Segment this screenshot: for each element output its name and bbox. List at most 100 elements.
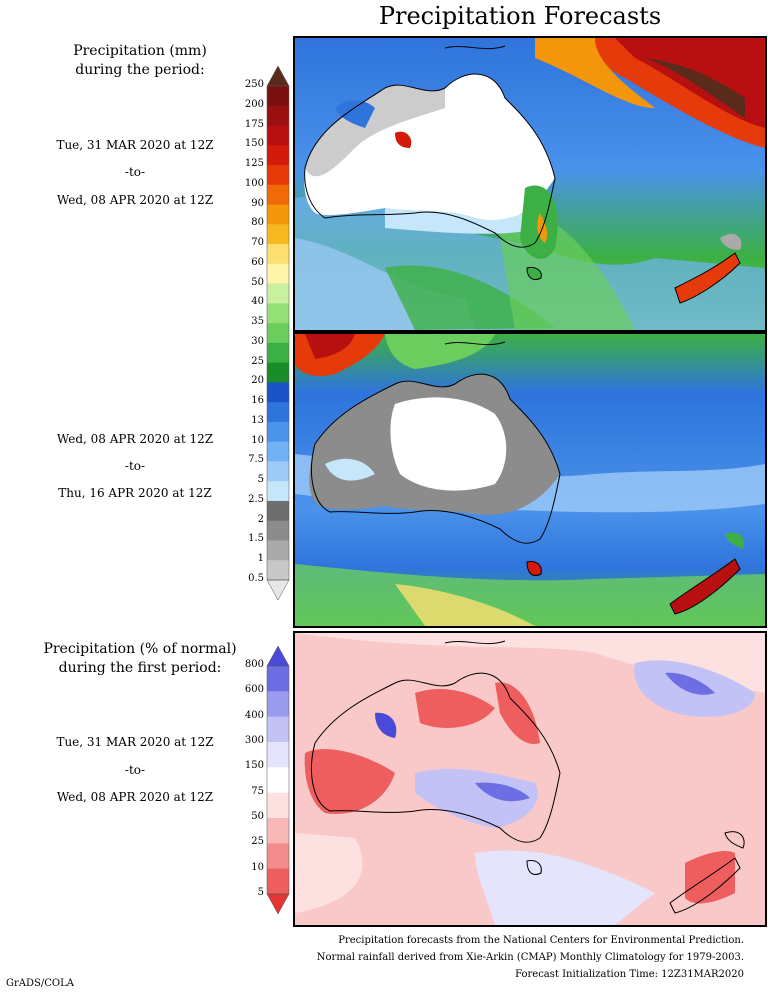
period3-to: -to- [124, 763, 146, 777]
colorbar-segment [267, 165, 289, 186]
colorbar-tick-label: 600 [244, 684, 264, 696]
colorbar-segment [267, 362, 289, 383]
colorbar-segment [267, 323, 289, 344]
footer-line-normals: Normal rainfall derived from Xie-Arkin (… [316, 952, 744, 963]
colorbar-segment [267, 263, 289, 285]
colorbar-tick-label: 400 [244, 709, 264, 721]
precip-map-week2 [295, 334, 765, 626]
colorbar-segment [267, 145, 289, 166]
colorbar-segment [267, 402, 289, 423]
period1-end: Wed, 08 APR 2020 at 12Z [56, 193, 214, 207]
colorbar-tick-label: 50 [251, 811, 264, 822]
period1-to: -to- [124, 165, 146, 179]
colorbar-segment [267, 421, 289, 443]
colorbar-segment [267, 125, 289, 146]
colorbar-tick-label: 60 [251, 256, 264, 268]
colorbar-segment [267, 283, 289, 304]
footer-notes: Precipitation forecasts from the Nationa… [317, 932, 744, 983]
colorbar-svg [266, 65, 290, 601]
colorbar-tick-label: 5 [257, 887, 264, 898]
footer-line-source: Precipitation forecasts from the Nationa… [338, 935, 744, 946]
footer-line-init-time: Forecast Initialization Time: 12Z31MAR20… [515, 969, 744, 980]
colorbar-tick-label: 2.5 [248, 493, 264, 505]
colorbar-segment [267, 691, 289, 718]
colorbar-tick-label: 20 [251, 375, 264, 387]
colorbar-segment [267, 868, 289, 895]
colorbar-segment [267, 105, 289, 127]
precip-legend-title: Precipitation (mm) during the period: [0, 42, 280, 80]
colorbar-tick-label: 80 [251, 217, 264, 229]
colorbar-tick-label: 10 [251, 861, 264, 873]
colorbar-segment [267, 500, 289, 522]
period1-start: Tue, 31 MAR 2020 at 12Z [56, 138, 214, 152]
pct-legend-title: Precipitation (% of normal) during the f… [0, 640, 280, 678]
colorbar-segment [267, 742, 289, 768]
map-panel-pct-normal [293, 631, 767, 927]
colorbar-tick-label: 0.5 [248, 573, 264, 584]
colorbar-segment [267, 382, 289, 403]
colorbar-segment [267, 560, 289, 581]
colorbar-tick-label: 100 [244, 177, 264, 189]
colorbar-tick-label: 16 [251, 395, 264, 407]
colorbar-segment [267, 342, 289, 364]
pct-normal-colorbar-labels: 800 600 400 300 150 75 50 25 10 5 [220, 0, 264, 994]
colorbar-arrow-bottom [266, 579, 290, 601]
colorbar-segment [267, 540, 289, 561]
colorbar-tick-label: 250 [244, 79, 264, 90]
colorbar-segment [267, 792, 289, 819]
colorbar-tick-label: 150 [244, 760, 264, 772]
colorbar-tick-label: 40 [251, 296, 264, 308]
colorbar-segment [267, 481, 289, 502]
colorbar-tick-label: 90 [251, 197, 264, 209]
colorbar-segment [267, 303, 289, 324]
colorbar-tick-label: 5 [257, 474, 264, 486]
colorbar-tick-label: 175 [244, 118, 264, 130]
pct-normal-colorbar [266, 645, 290, 915]
period3-start: Tue, 31 MAR 2020 at 12Z [56, 735, 214, 749]
colorbar-segment [267, 818, 289, 844]
colorbar-svg [266, 645, 290, 915]
colorbar-tick-label: 50 [251, 276, 264, 288]
precip-legend-title-line2: during the period: [75, 62, 205, 78]
colorbar-tick-label: 10 [251, 434, 264, 446]
period3-end: Wed, 08 APR 2020 at 12Z [56, 790, 214, 804]
colorbar-tick-label: 70 [251, 237, 264, 249]
period2-start: Wed, 08 APR 2020 at 12Z [56, 432, 214, 446]
colorbar-tick-label: 25 [251, 355, 264, 367]
colorbar-segment [267, 767, 289, 794]
colorbar-segment [267, 224, 289, 245]
colorbar-tick-label: 30 [251, 335, 264, 347]
colorbar-segment [267, 441, 289, 462]
colorbar-tick-label: 13 [251, 414, 264, 426]
colorbar-arrow-top [266, 65, 290, 87]
precip-legend-title-line1: Precipitation (mm) [73, 43, 207, 59]
colorbar-arrow-bottom [266, 893, 290, 915]
pct-legend-title-line1: Precipitation (% of normal) [43, 641, 237, 657]
precip-map-week1 [295, 38, 765, 330]
pct-legend-title-line2: during the first period: [58, 660, 222, 676]
colorbar-tick-label: 25 [251, 836, 264, 848]
pct-normal-map [295, 633, 765, 925]
colorbar-segment [267, 86, 289, 107]
colorbar-tick-label: 300 [244, 735, 264, 746]
colorbar-tick-label: 800 [244, 659, 264, 670]
page-title: Precipitation Forecasts [378, 2, 662, 30]
precip-mm-colorbar [266, 65, 290, 601]
colorbar-arrow-top [266, 645, 290, 667]
colorbar-tick-label: 1 [257, 553, 264, 565]
period2-end: Thu, 16 APR 2020 at 12Z [58, 486, 212, 500]
colorbar-segment [267, 244, 289, 265]
colorbar-segment [267, 520, 289, 541]
colorbar-segment [267, 716, 289, 743]
colorbar-tick-label: 35 [251, 316, 264, 328]
colorbar-tick-label: 75 [251, 785, 264, 797]
colorbar-tick-label: 1.5 [248, 533, 264, 545]
colorbar-segment [267, 843, 289, 870]
colorbar-tick-label: 2 [257, 513, 264, 525]
colorbar-tick-label: 7.5 [248, 454, 264, 466]
colorbar-tick-label: 150 [244, 138, 264, 150]
colorbar-segment [267, 461, 289, 482]
colorbar-tick-label: 125 [244, 158, 264, 170]
map-panel-week2 [293, 332, 767, 628]
colorbar-segment [267, 204, 289, 225]
